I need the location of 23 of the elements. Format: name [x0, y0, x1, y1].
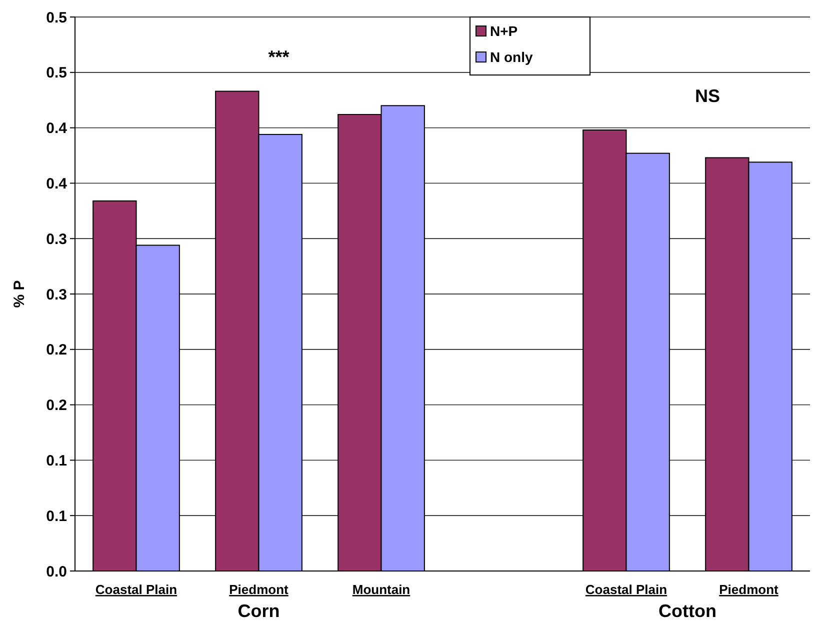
legend-label: N+P [490, 22, 518, 39]
legend-label: N only [490, 48, 533, 65]
annotation: *** [268, 47, 290, 68]
x-tick-label: Mountain [352, 582, 410, 597]
text: Cotton [658, 601, 716, 621]
y-tick-label: 0.5 [46, 64, 67, 82]
y-tick-label: 0.2 [46, 397, 67, 414]
text: Corn [238, 601, 280, 621]
x-tick-label: Piedmont [229, 582, 290, 597]
x-tick-label: Piedmont [719, 582, 780, 597]
y-tick-label: 0.1 [46, 452, 67, 470]
y-axis-title: % P [11, 280, 28, 308]
y-tick-label: 0.0 [46, 563, 67, 580]
x-tick-label: Coastal Plain [585, 582, 668, 597]
y-tick-label: 0.4 [46, 120, 68, 138]
y-tick-label: 0.5 [46, 9, 67, 26]
y-tick-label: 0.3 [46, 230, 67, 248]
y-tick-label: 0.4 [46, 175, 68, 192]
y-tick-label: 0.1 [46, 508, 67, 525]
annotation: NS [694, 86, 720, 106]
x-tick-label: Coastal Plain [95, 582, 178, 597]
y-tick-label: 0.3 [46, 286, 67, 304]
y-tick-label: 0.2 [46, 342, 67, 359]
